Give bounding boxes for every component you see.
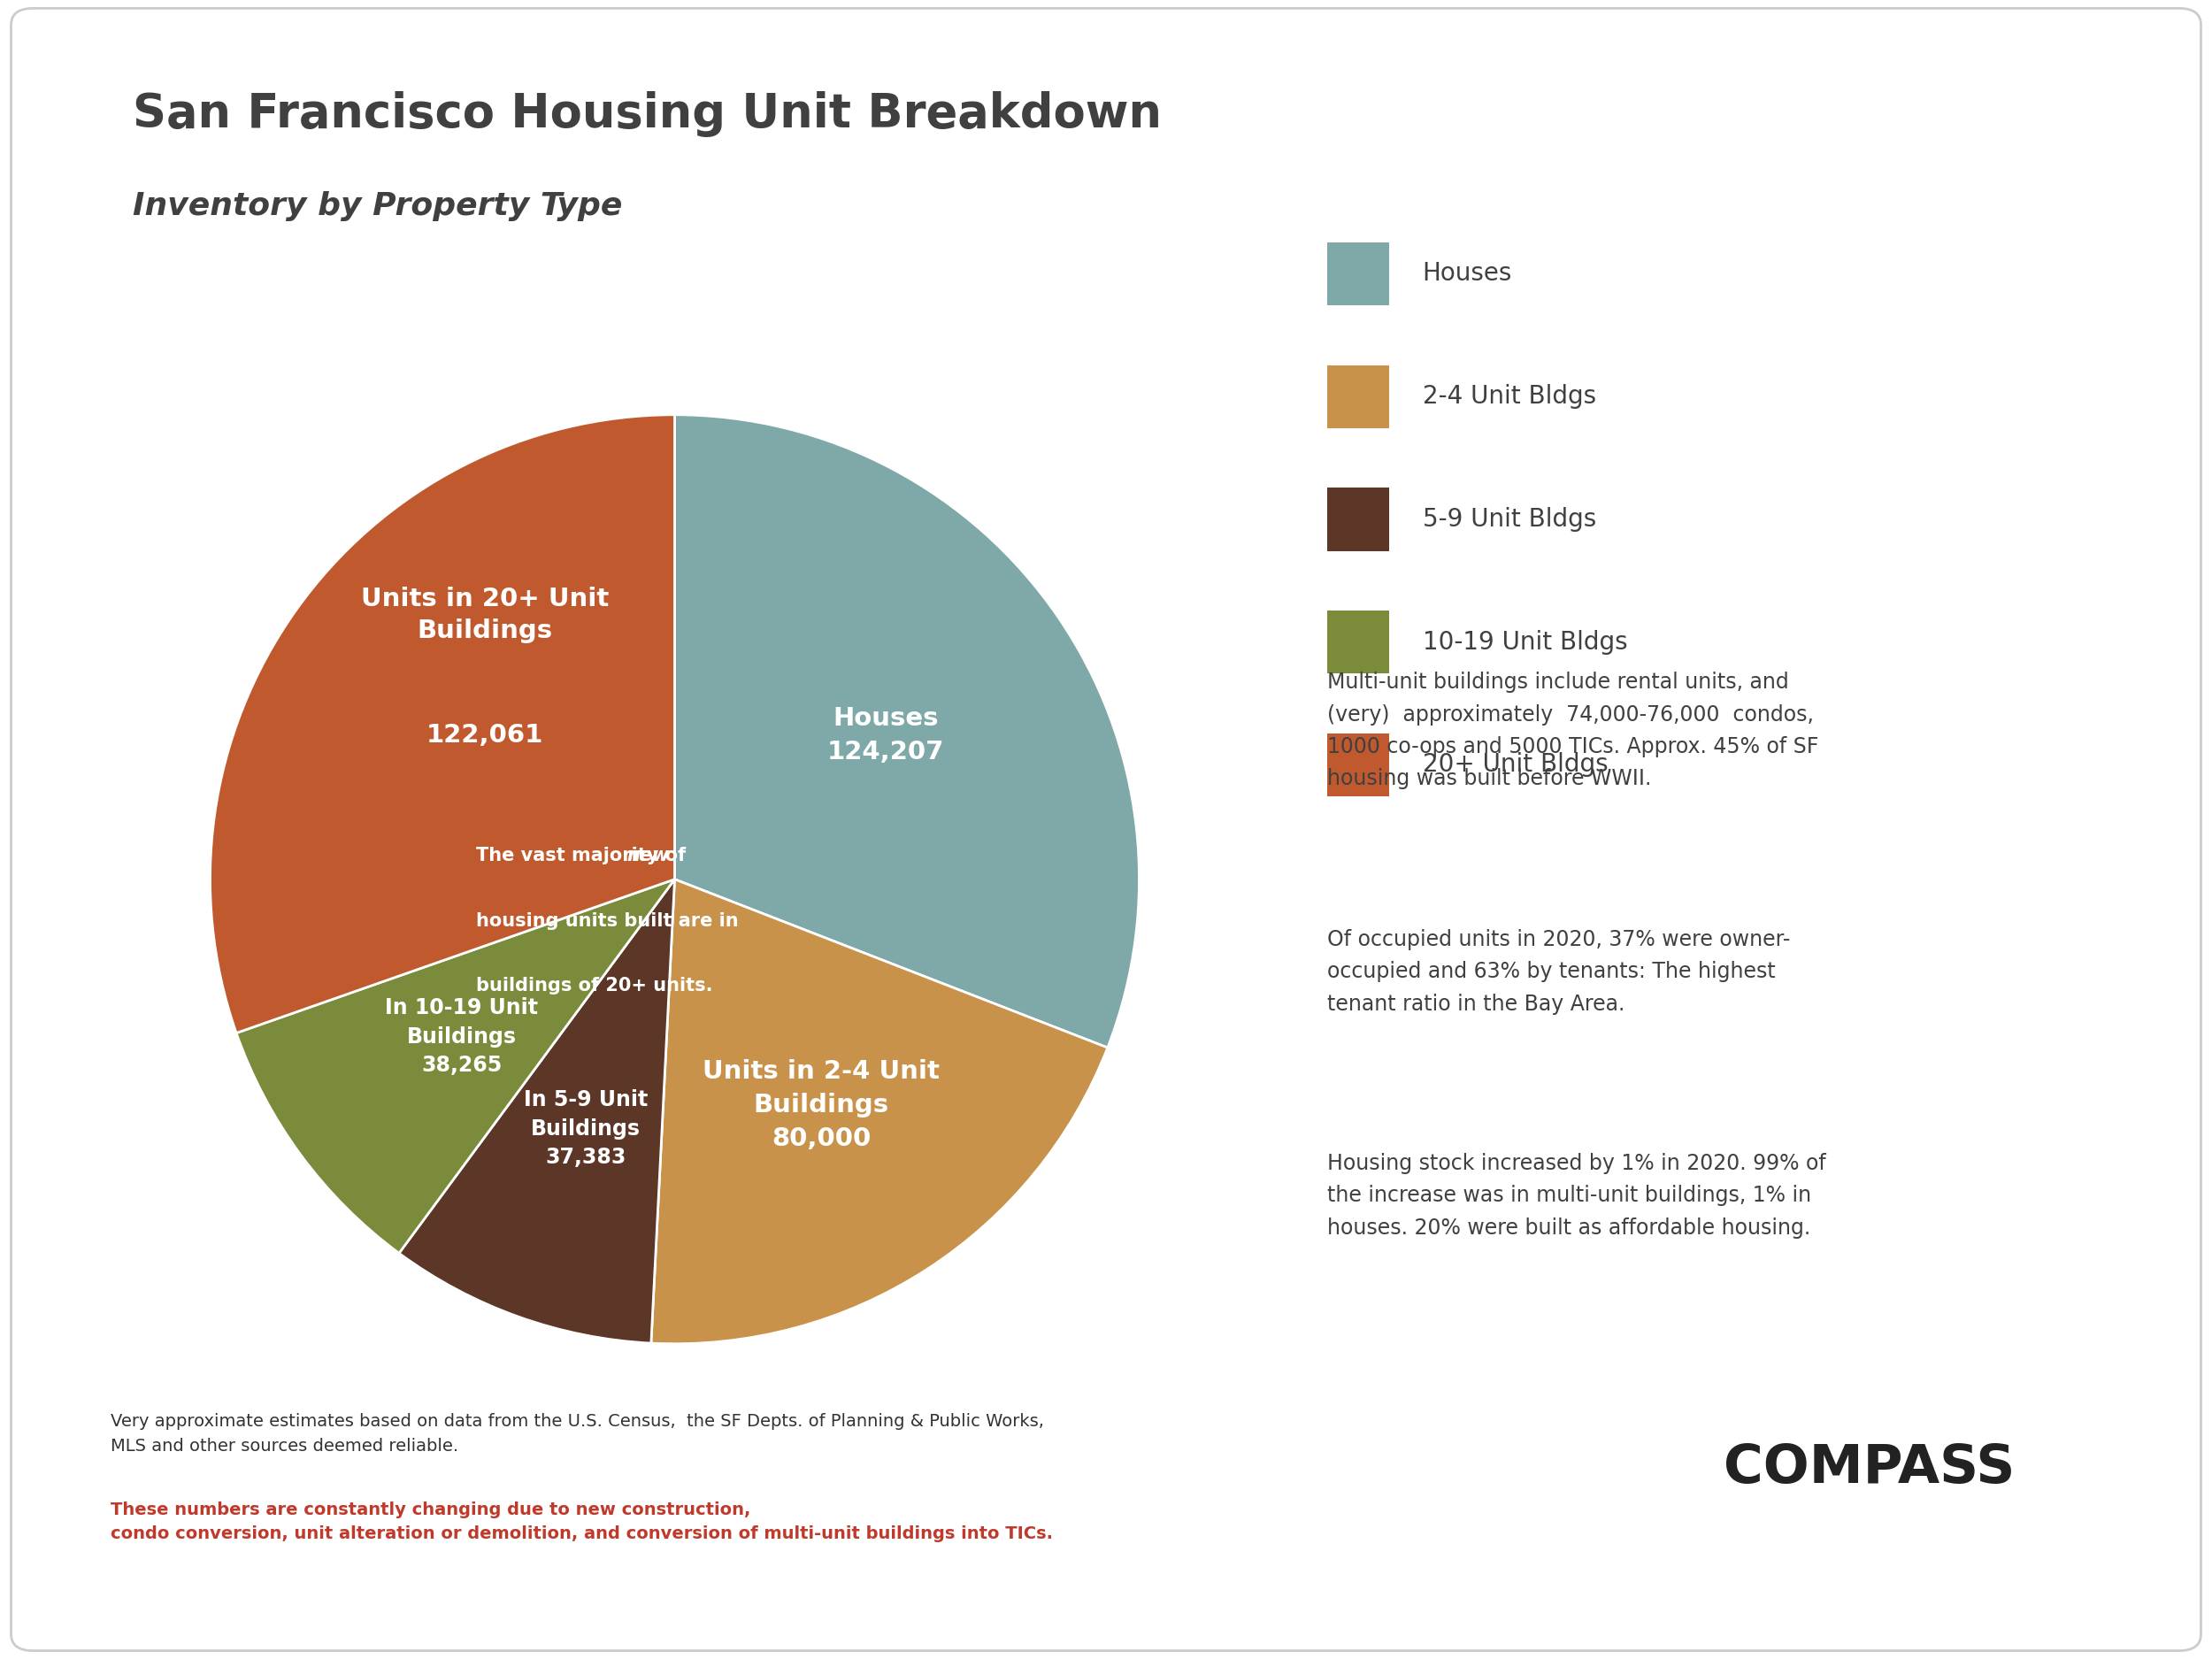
Text: Housing stock increased by 1% in 2020. 99% of
the increase was in multi-unit bui: Housing stock increased by 1% in 2020. 9… xyxy=(1327,1153,1827,1239)
Text: 5-9 Unit Bldgs: 5-9 Unit Bldgs xyxy=(1422,508,1597,531)
Text: The vast majority of: The vast majority of xyxy=(476,848,692,864)
Text: In 5-9 Unit
Buildings
37,383: In 5-9 Unit Buildings 37,383 xyxy=(524,1090,648,1168)
Text: San Francisco Housing Unit Breakdown: San Francisco Housing Unit Breakdown xyxy=(133,91,1161,138)
Text: These numbers are constantly changing due to new construction,
condo conversion,: These numbers are constantly changing du… xyxy=(111,1501,1053,1543)
Wedge shape xyxy=(237,879,675,1253)
Wedge shape xyxy=(398,879,675,1344)
Text: Units in 2-4 Unit
Buildings
80,000: Units in 2-4 Unit Buildings 80,000 xyxy=(703,1060,940,1151)
Wedge shape xyxy=(210,415,675,1034)
Text: Houses
124,207: Houses 124,207 xyxy=(827,705,945,765)
Wedge shape xyxy=(675,415,1139,1047)
Text: COMPASS: COMPASS xyxy=(1723,1442,2015,1495)
Text: housing units built are in: housing units built are in xyxy=(476,912,739,929)
Text: Very approximate estimates based on data from the U.S. Census,  the SF Depts. of: Very approximate estimates based on data… xyxy=(111,1413,1044,1455)
Text: 122,061: 122,061 xyxy=(427,723,544,748)
Text: In 10-19 Unit
Buildings
38,265: In 10-19 Unit Buildings 38,265 xyxy=(385,997,538,1077)
Text: Multi-unit buildings include rental units, and
(very)  approximately  74,000-76,: Multi-unit buildings include rental unit… xyxy=(1327,672,1818,790)
Wedge shape xyxy=(650,879,1108,1344)
Text: new: new xyxy=(626,848,670,864)
Text: buildings of 20+ units.: buildings of 20+ units. xyxy=(476,977,712,995)
Text: 2-4 Unit Bldgs: 2-4 Unit Bldgs xyxy=(1422,385,1595,408)
Text: 20+ Unit Bldgs: 20+ Unit Bldgs xyxy=(1422,753,1608,776)
Text: Units in 20+ Unit
Buildings: Units in 20+ Unit Buildings xyxy=(361,586,608,644)
Text: Inventory by Property Type: Inventory by Property Type xyxy=(133,191,622,221)
Text: Of occupied units in 2020, 37% were owner-
occupied and 63% by tenants: The high: Of occupied units in 2020, 37% were owne… xyxy=(1327,929,1790,1015)
Text: Houses: Houses xyxy=(1422,262,1513,285)
FancyBboxPatch shape xyxy=(11,8,2201,1651)
Text: 10-19 Unit Bldgs: 10-19 Unit Bldgs xyxy=(1422,630,1628,654)
